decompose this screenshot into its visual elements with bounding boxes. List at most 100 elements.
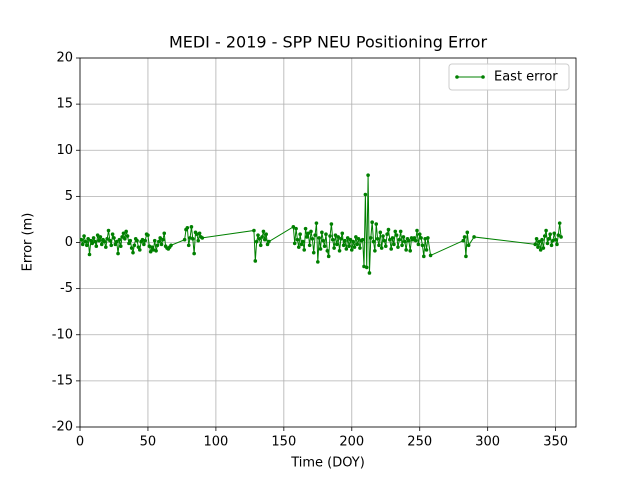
point bbox=[551, 238, 555, 243]
point bbox=[363, 192, 368, 197]
point bbox=[397, 237, 402, 242]
point bbox=[321, 238, 326, 243]
point bbox=[557, 221, 562, 225]
series-line bbox=[80, 175, 562, 273]
point bbox=[161, 237, 165, 242]
point bbox=[325, 249, 330, 253]
point bbox=[373, 249, 377, 253]
point bbox=[196, 238, 201, 243]
point bbox=[305, 235, 309, 239]
point bbox=[95, 233, 100, 237]
point bbox=[118, 244, 123, 248]
point bbox=[364, 265, 369, 270]
point bbox=[396, 245, 400, 249]
point bbox=[90, 241, 95, 246]
point bbox=[123, 237, 127, 241]
point bbox=[116, 251, 120, 256]
point bbox=[89, 238, 93, 243]
point bbox=[98, 235, 103, 239]
point bbox=[296, 245, 301, 249]
point bbox=[94, 244, 99, 248]
plot-frame bbox=[79, 57, 577, 428]
point bbox=[318, 247, 323, 251]
point bbox=[375, 237, 380, 241]
point bbox=[120, 235, 124, 239]
point bbox=[393, 229, 398, 234]
point bbox=[313, 233, 317, 237]
point bbox=[147, 244, 152, 248]
point bbox=[125, 234, 130, 238]
point bbox=[112, 236, 116, 240]
point bbox=[333, 233, 338, 237]
point bbox=[109, 243, 114, 248]
point bbox=[402, 239, 407, 244]
point bbox=[383, 244, 388, 248]
point bbox=[93, 239, 97, 244]
point bbox=[307, 243, 312, 248]
x-tick-label: 50 bbox=[140, 435, 157, 450]
point bbox=[328, 234, 332, 238]
point bbox=[400, 243, 404, 248]
point bbox=[381, 234, 385, 238]
point bbox=[186, 243, 191, 248]
point bbox=[360, 237, 365, 242]
point bbox=[472, 235, 476, 239]
point bbox=[302, 248, 307, 252]
point bbox=[311, 250, 316, 255]
point bbox=[371, 239, 376, 244]
point bbox=[413, 238, 418, 243]
point bbox=[537, 239, 542, 244]
point bbox=[424, 248, 429, 252]
point bbox=[388, 237, 392, 242]
point bbox=[428, 253, 433, 258]
point bbox=[292, 241, 297, 246]
point bbox=[316, 260, 320, 264]
point bbox=[148, 249, 153, 254]
point bbox=[344, 247, 349, 251]
x-tick-label: 100 bbox=[203, 435, 228, 450]
point bbox=[121, 231, 126, 236]
point bbox=[142, 242, 146, 247]
point bbox=[533, 242, 538, 247]
point bbox=[356, 237, 361, 241]
point bbox=[426, 236, 430, 240]
point bbox=[157, 239, 161, 244]
point bbox=[127, 241, 131, 246]
point bbox=[128, 238, 133, 243]
point bbox=[547, 237, 551, 241]
point bbox=[200, 236, 205, 240]
x-tick-label: 0 bbox=[76, 435, 84, 450]
point bbox=[545, 241, 550, 246]
point bbox=[335, 242, 339, 247]
point bbox=[257, 237, 262, 241]
point bbox=[80, 242, 85, 247]
point bbox=[310, 237, 315, 241]
legend-label: East error bbox=[494, 70, 558, 85]
point bbox=[190, 237, 195, 241]
point bbox=[556, 233, 561, 237]
y-tick-label: -10 bbox=[52, 327, 73, 342]
x-tick-label: 350 bbox=[543, 435, 568, 450]
point bbox=[295, 237, 300, 242]
point bbox=[82, 234, 86, 238]
point bbox=[386, 227, 391, 232]
point bbox=[534, 237, 539, 241]
point bbox=[404, 248, 408, 252]
point bbox=[162, 231, 167, 236]
x-tick-label: 250 bbox=[407, 435, 432, 450]
point bbox=[195, 232, 199, 236]
point bbox=[420, 243, 425, 248]
point bbox=[87, 252, 92, 257]
point bbox=[416, 242, 421, 247]
point bbox=[341, 243, 346, 248]
point bbox=[398, 229, 403, 234]
y-tick-label: 15 bbox=[56, 97, 73, 112]
point bbox=[169, 243, 173, 248]
point bbox=[150, 245, 154, 249]
y-tick-label: 5 bbox=[65, 189, 73, 204]
point bbox=[97, 238, 101, 243]
point bbox=[135, 238, 139, 243]
point bbox=[343, 238, 347, 243]
point bbox=[322, 244, 327, 248]
